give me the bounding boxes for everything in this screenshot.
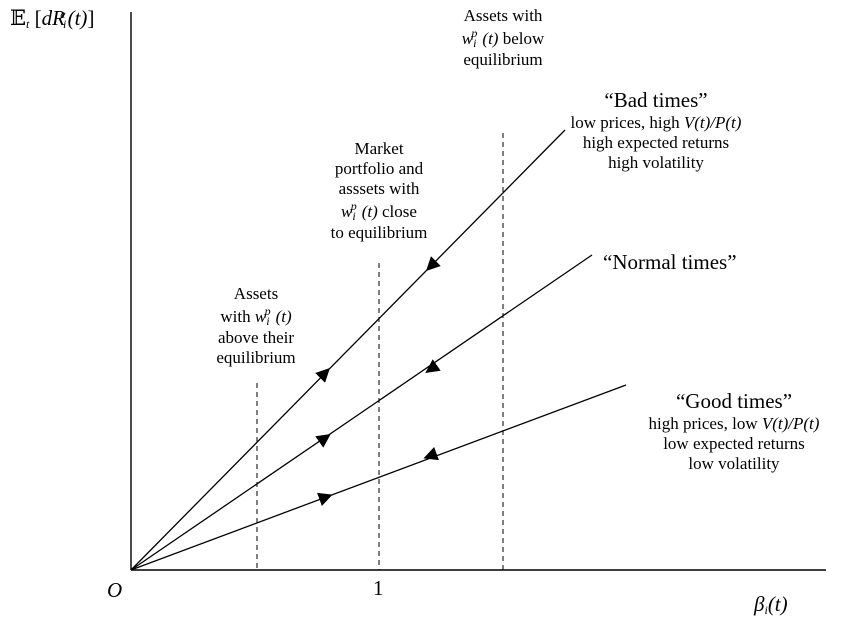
normal-times-label: “Normal times” xyxy=(603,250,737,274)
y-axis-label: 𝔼t [dRie(t)] xyxy=(10,6,95,31)
annotation-above-equilibrium: Assets with wip (t) above their equilibri… xyxy=(216,284,296,368)
good-times-line xyxy=(130,384,627,571)
bad-times-line xyxy=(130,129,566,571)
bad-times-label: “Bad times” low prices, high V(t)/P(t) h… xyxy=(570,88,742,172)
normal-times-line xyxy=(130,254,593,571)
good-times-label: “Good times” high prices, low V(t)/P(t) … xyxy=(648,389,820,473)
x-tick-label: 1 xyxy=(373,576,384,600)
arrowhead-normal-down xyxy=(425,359,441,374)
annotation-market-portfolio: Market portfolio and asssets with wip (t)… xyxy=(330,139,428,243)
x-axis-label: βi(t) xyxy=(754,592,788,617)
annotation-below-equilibrium: Assets with wip (t) below equilibrium xyxy=(461,6,545,70)
origin-label: O xyxy=(107,578,123,602)
